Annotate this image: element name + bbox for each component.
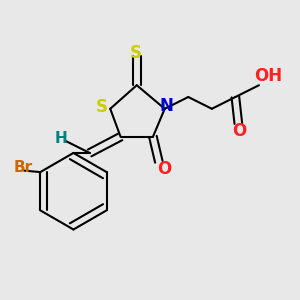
Text: N: N <box>159 98 173 116</box>
Text: O: O <box>232 122 246 140</box>
Text: O: O <box>158 160 172 178</box>
Text: H: H <box>54 131 67 146</box>
Text: S: S <box>96 98 108 116</box>
Text: S: S <box>130 44 142 62</box>
Text: OH: OH <box>254 68 282 85</box>
Text: Br: Br <box>14 160 33 175</box>
